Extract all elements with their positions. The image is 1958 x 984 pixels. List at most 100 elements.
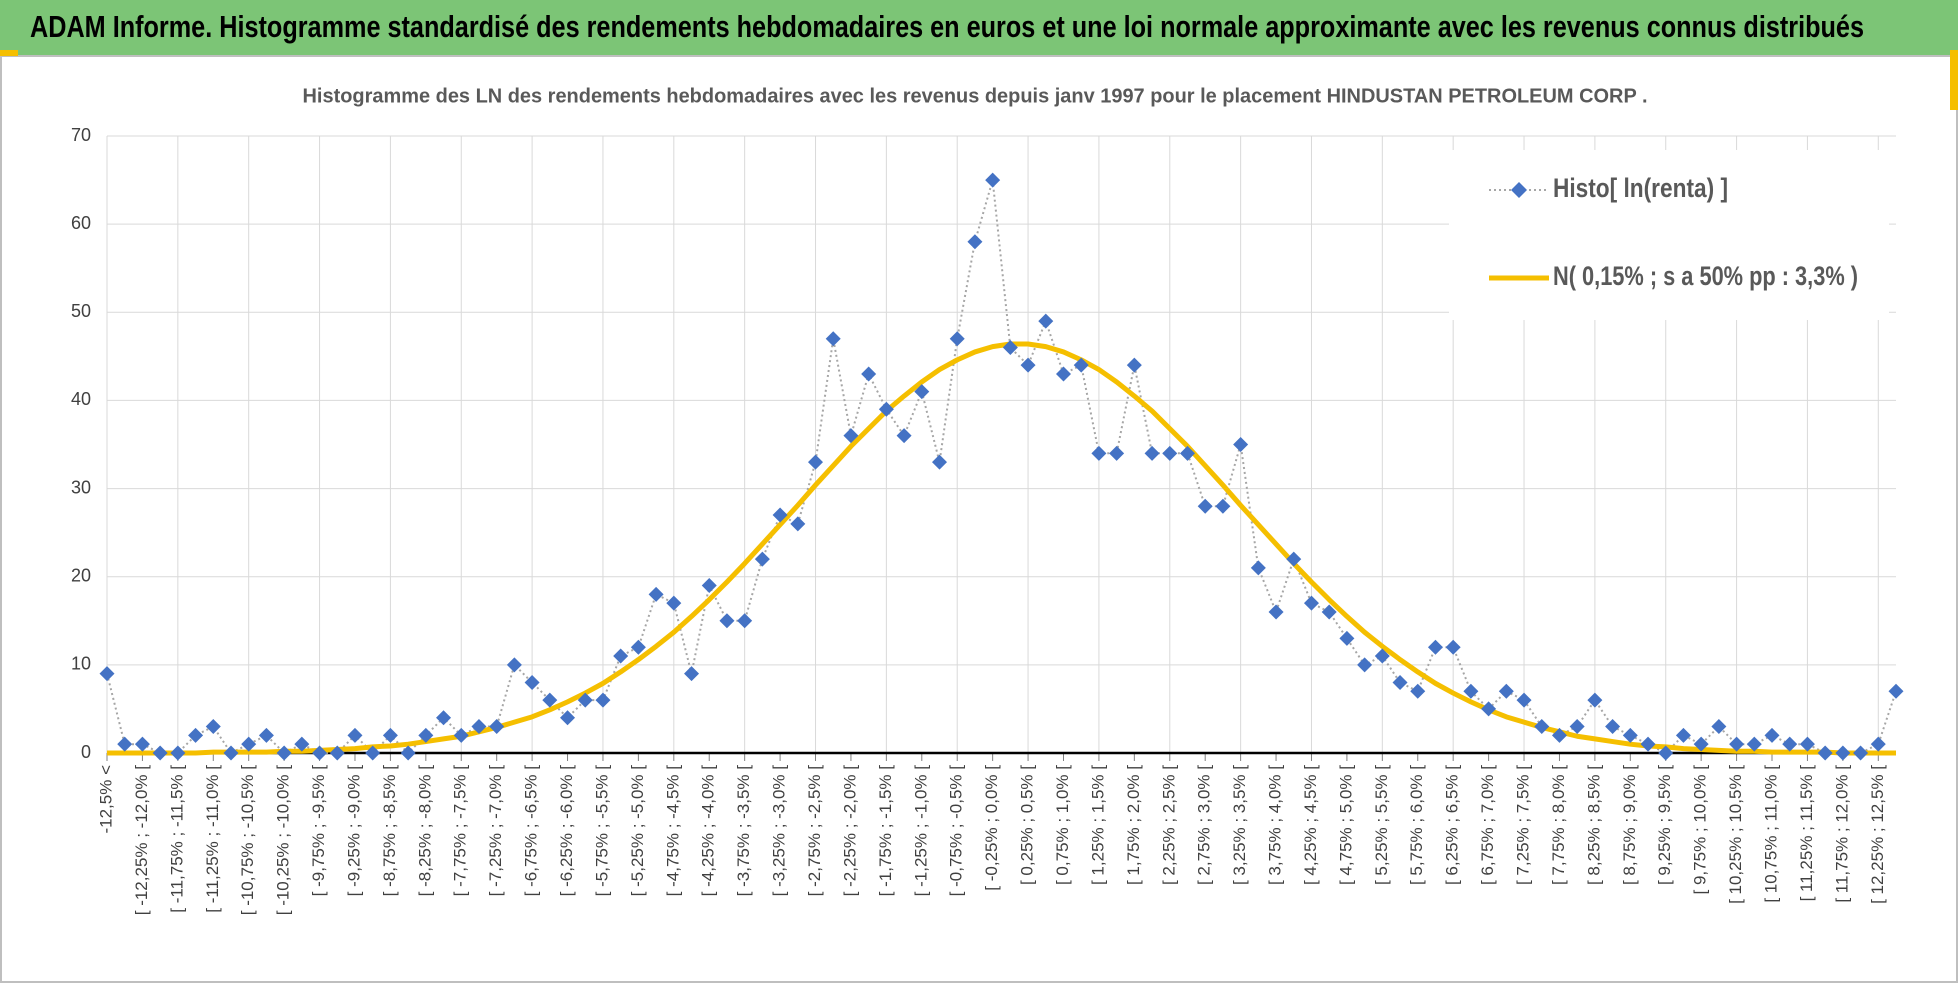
header-bar <box>0 0 1958 56</box>
legend-swatch <box>1511 182 1527 198</box>
histo-marker <box>294 736 310 752</box>
histo-marker <box>648 586 664 602</box>
histo-marker <box>347 727 363 743</box>
x-tick-label: [ 6,25% ; 6,5% [ <box>1443 765 1462 885</box>
x-tick-label: [ 4,75% ; 5,0% [ <box>1336 765 1355 885</box>
x-tick-label: [ -6,75% ; -6,5% [ <box>522 765 541 897</box>
y-tick-label: 30 <box>71 477 91 497</box>
histo-marker <box>1870 736 1886 752</box>
histo-marker <box>1427 639 1443 655</box>
histo-marker <box>985 172 1001 188</box>
histo-marker <box>329 745 345 761</box>
x-tick-label: [ 5,25% ; 5,5% [ <box>1372 765 1391 885</box>
histo-marker <box>701 578 717 594</box>
histo-marker <box>1764 727 1780 743</box>
histo-marker <box>1782 736 1798 752</box>
histo-marker <box>1144 445 1160 461</box>
histo-marker <box>772 507 788 523</box>
legend-label: Histo[ ln(renta) ] <box>1553 173 1728 203</box>
histo-marker <box>1605 719 1621 735</box>
histo-marker <box>312 745 328 761</box>
histo-marker <box>1640 736 1656 752</box>
normal-curve <box>107 341 1896 756</box>
histo-marker <box>1374 648 1390 664</box>
x-tick-label: [ 11,75% ; 12,0% [ <box>1832 765 1851 903</box>
histo-marker <box>471 719 487 735</box>
histo-marker <box>1321 604 1337 620</box>
x-tick-label: [ -2,75% ; -2,5% [ <box>805 765 824 897</box>
x-tick-label: [ -5,25% ; -5,0% [ <box>628 765 647 897</box>
histo-marker <box>1357 657 1373 673</box>
histo-marker <box>134 736 150 752</box>
histo-marker <box>737 613 753 629</box>
histo-marker <box>1250 560 1266 576</box>
x-tick-label: [ -4,25% ; -4,0% [ <box>699 765 718 897</box>
x-tick-label: [ -6,25% ; -6,0% [ <box>557 765 576 897</box>
histo-marker <box>914 384 930 400</box>
histo-marker <box>577 692 593 708</box>
x-tick-label: [ 2,75% ; 3,0% [ <box>1195 765 1214 885</box>
histo-marker <box>453 727 469 743</box>
histo-marker <box>489 719 505 735</box>
histo-marker <box>666 595 682 611</box>
histo-marker <box>896 428 912 444</box>
histo-marker <box>188 727 204 743</box>
x-tick-label: [ -9,75% ; -9,5% [ <box>309 765 328 897</box>
histo-marker <box>1799 736 1815 752</box>
histo-marker <box>1534 719 1550 735</box>
histo-marker <box>1587 692 1603 708</box>
histo-marker <box>825 331 841 347</box>
histo-marker <box>1162 445 1178 461</box>
histo-marker <box>418 727 434 743</box>
histo-marker <box>1286 551 1302 567</box>
histo-marker <box>1126 357 1142 373</box>
histo-marker <box>1746 736 1762 752</box>
histo-marker <box>790 516 806 532</box>
x-tick-label: [ 2,25% ; 2,5% [ <box>1159 765 1178 885</box>
histo-marker <box>1853 745 1869 761</box>
x-tick-label: [ 7,75% ; 8,0% [ <box>1549 765 1568 885</box>
histo-marker <box>99 666 115 682</box>
histo-marker <box>1888 683 1904 699</box>
histo-marker <box>241 736 257 752</box>
histo-marker <box>205 719 221 735</box>
histo-marker <box>1055 366 1071 382</box>
x-tick-label: [ -2,25% ; -2,0% [ <box>840 765 859 897</box>
histo-marker <box>630 639 646 655</box>
legend-box <box>1449 150 1889 320</box>
histo-marker <box>542 692 558 708</box>
histo-marker <box>1445 639 1461 655</box>
histo-marker <box>1179 445 1195 461</box>
x-tick-label: [ 5,75% ; 6,0% [ <box>1407 765 1426 885</box>
histo-marker <box>560 710 576 726</box>
histo-marker <box>843 428 859 444</box>
histo-marker <box>878 401 894 417</box>
histo-marker <box>1339 630 1355 646</box>
histo-marker <box>1569 719 1585 735</box>
y-tick-label: 50 <box>71 301 91 321</box>
x-tick-label: [ 1,25% ; 1,5% [ <box>1088 765 1107 885</box>
x-tick-label: [ 3,25% ; 3,5% [ <box>1230 765 1249 885</box>
histo-marker <box>1197 498 1213 514</box>
histo-marker <box>1481 701 1497 717</box>
x-tick-label: [ 9,75% ; 10,0% [ <box>1691 765 1710 895</box>
histo-marker <box>932 454 948 470</box>
histo-marker <box>1215 498 1231 514</box>
x-tick-label: [ -12,25% ; -12,0% [ <box>132 765 151 916</box>
histo-marker <box>1817 745 1833 761</box>
histo-marker <box>276 745 292 761</box>
x-tick-label: [ -10,75% ; -10,5% [ <box>238 765 257 916</box>
histo-marker <box>400 745 416 761</box>
histo-marker <box>1693 736 1709 752</box>
histo-marker <box>1109 445 1125 461</box>
y-tick-label: 40 <box>71 389 91 409</box>
histo-marker <box>1091 445 1107 461</box>
histo-marker <box>1303 595 1319 611</box>
x-tick-label: [ -8,75% ; -8,5% [ <box>380 765 399 897</box>
histo-marker <box>117 736 133 752</box>
x-tick-label: [ 9,25% ; 9,5% [ <box>1655 765 1674 885</box>
histo-marker <box>436 710 452 726</box>
x-tick-label: [ 10,75% ; 11,0% [ <box>1761 765 1780 903</box>
histo-marker <box>1729 736 1745 752</box>
